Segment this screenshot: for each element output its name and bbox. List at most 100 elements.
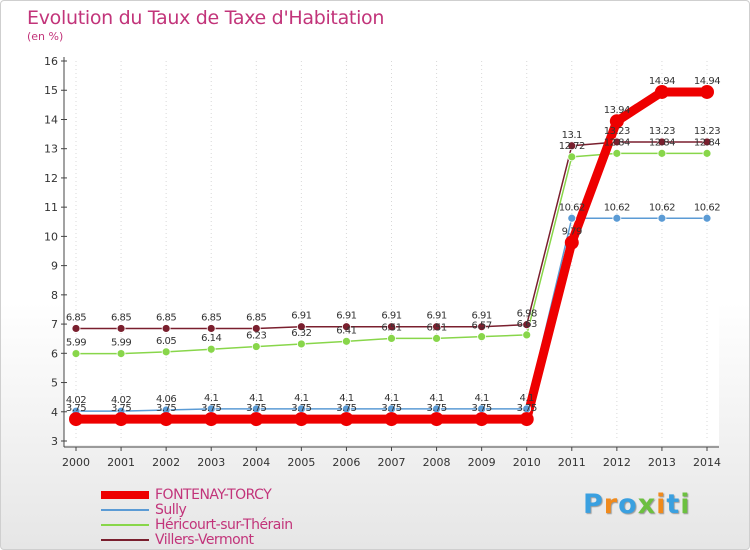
x-tick-label: 2011: [558, 456, 586, 469]
data-label: 5.99: [111, 338, 131, 349]
chart-title: Evolution du Taux de Taxe d'Habitation: [27, 7, 385, 29]
legend-label-hericourt: Héricourt-sur-Thérain: [155, 517, 293, 533]
data-label: 3.75: [426, 403, 446, 414]
data-label: 6.91: [472, 311, 492, 322]
data-label: 6.85: [66, 312, 86, 323]
data-point: [342, 336, 351, 346]
legend-label-villers-vermont: Villers-Vermont: [155, 532, 254, 548]
data-label: 6.85: [246, 312, 266, 323]
data-point: [387, 322, 396, 332]
logo-letter: i: [656, 489, 667, 520]
data-point: [71, 324, 81, 333]
y-tick-label: 7: [51, 318, 58, 331]
data-label: 3.75: [336, 403, 356, 414]
data-label: 4.06: [156, 394, 176, 405]
data-point: [387, 333, 396, 343]
x-tick-label: 2003: [197, 456, 225, 469]
legend-swatch-hericourt: [101, 524, 149, 526]
legend-item-fontenay-torcy: FONTENAY-TORCY: [101, 487, 272, 503]
data-label: 6.41: [336, 325, 356, 336]
data-label: 5.99: [66, 338, 86, 349]
data-point: [384, 412, 399, 427]
data-point: [432, 333, 441, 343]
data-point: [159, 412, 174, 427]
data-label: 6.05: [156, 336, 176, 347]
y-tick-label: 13: [44, 143, 58, 156]
data-label: 12.72: [559, 141, 585, 152]
data-label: 6.91: [291, 311, 311, 322]
data-point: [432, 322, 441, 332]
data-point: [296, 339, 306, 349]
data-label: 4.1: [249, 393, 264, 404]
y-tick-label: 11: [44, 201, 58, 214]
data-label: 13.23: [694, 126, 720, 137]
data-label: 10.62: [604, 202, 630, 213]
data-point: [567, 213, 577, 223]
data-point: [702, 213, 712, 223]
x-tick-label: 2014: [693, 456, 721, 469]
data-label: 6.32: [291, 328, 311, 339]
data-label: 4.1: [520, 393, 535, 404]
data-label: 12.84: [649, 137, 675, 148]
data-label: 3.75: [156, 403, 176, 414]
data-label: 10.62: [694, 202, 720, 213]
y-tick-label: 9: [51, 260, 58, 273]
data-label: 3.75: [66, 403, 86, 414]
data-label: 3.75: [291, 403, 311, 414]
y-tick-label: 14: [44, 113, 58, 126]
data-point: [567, 152, 577, 162]
x-tick-label: 2009: [468, 456, 496, 469]
x-tick-label: 2001: [107, 456, 135, 469]
data-label: 6.85: [156, 312, 176, 323]
logo-letter: r: [603, 489, 619, 520]
data-label: 12.84: [604, 137, 630, 148]
y-axis-unit-label: (en %): [27, 30, 64, 43]
data-point: [339, 412, 354, 427]
data-point: [342, 322, 351, 332]
data-point: [161, 347, 171, 357]
data-point: [477, 322, 487, 332]
y-tick-label: 8: [51, 289, 58, 302]
x-tick-label: 2010: [513, 456, 541, 469]
data-label: 3.75: [472, 403, 492, 414]
x-tick-label: 2008: [423, 456, 451, 469]
data-point: [519, 412, 534, 427]
data-point: [294, 412, 309, 427]
data-point: [612, 137, 622, 147]
data-label: 3.75: [111, 403, 131, 414]
data-label: 3.75: [201, 403, 221, 414]
data-label: 4.1: [294, 393, 309, 404]
data-label: 4.1: [384, 393, 399, 404]
data-label: 10.62: [559, 202, 585, 213]
data-label: 14.94: [649, 76, 675, 87]
data-label: 13.1: [562, 130, 582, 141]
data-point: [567, 141, 577, 151]
data-point: [116, 349, 126, 359]
data-label: 6.85: [111, 312, 131, 323]
logo-letter: i: [680, 489, 691, 520]
logo-letter: x: [637, 489, 657, 520]
logo-letter: o: [618, 489, 638, 520]
data-point: [654, 84, 669, 99]
data-point: [116, 324, 126, 333]
data-point: [114, 412, 129, 427]
data-point: [657, 213, 667, 223]
data-label: 6.51: [426, 322, 446, 333]
y-tick-label: 16: [44, 55, 58, 68]
data-point: [251, 342, 261, 351]
data-label: 4.02: [111, 395, 131, 406]
data-label: 4.1: [429, 393, 444, 404]
logo-letter: t: [666, 489, 681, 520]
data-point: [474, 412, 489, 427]
data-label: 3.75: [517, 403, 537, 414]
legend-swatch-sully: [101, 509, 149, 511]
data-point: [657, 137, 667, 147]
proxiti-logo: Proxiti: [583, 489, 691, 520]
x-tick-label: 2007: [378, 456, 406, 469]
x-tick-label: 2000: [62, 456, 90, 469]
y-tick-label: 3: [51, 435, 58, 448]
data-point: [564, 235, 579, 250]
data-point: [69, 412, 83, 427]
